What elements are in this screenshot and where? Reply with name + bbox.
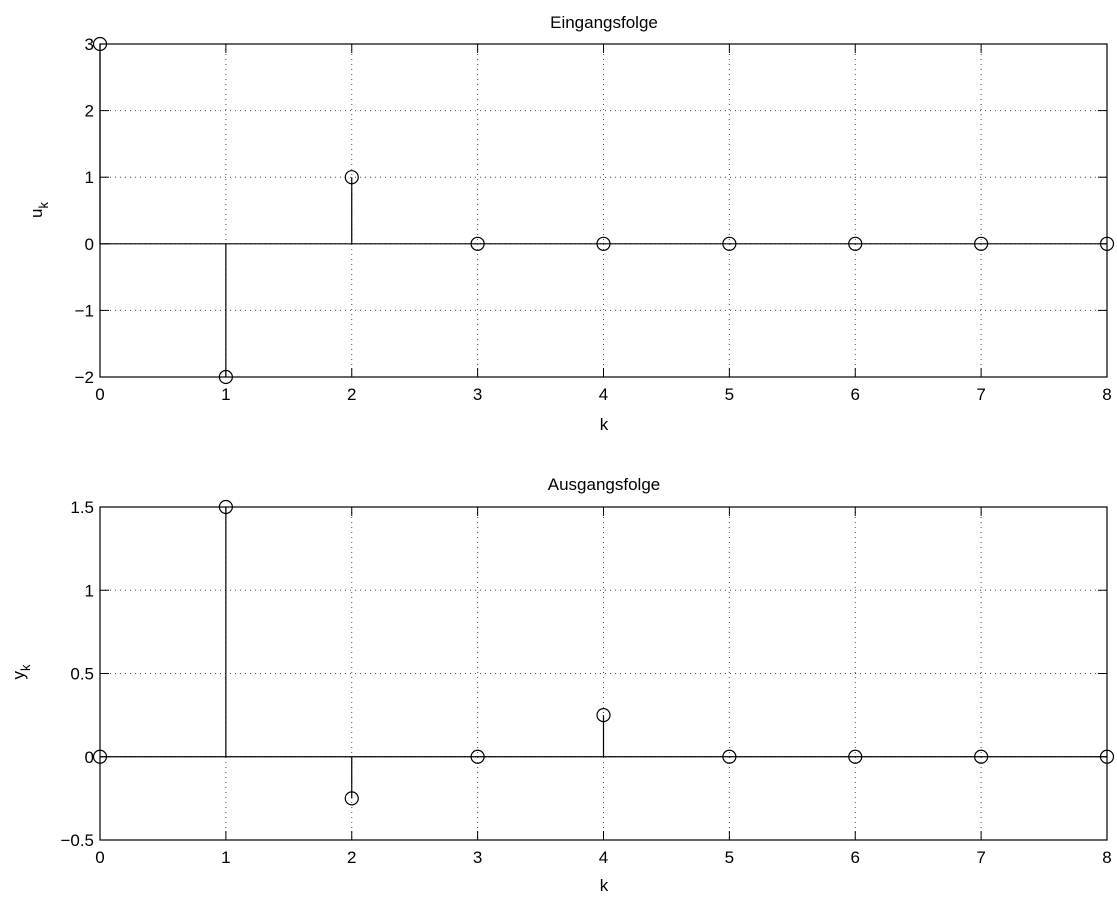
x-tick-label: 1 <box>221 385 230 404</box>
stem-marker <box>848 236 863 251</box>
stem-marker <box>218 369 233 385</box>
stem-marker <box>344 170 359 185</box>
y-axis-label-main: y <box>9 671 28 680</box>
stem-marker <box>92 749 108 764</box>
stem-marker <box>344 791 359 806</box>
y-tick-label: 1 <box>85 168 94 187</box>
x-tick-label: 0 <box>95 385 104 404</box>
x-tick-label: 5 <box>725 385 734 404</box>
y-axis-label: yk <box>9 664 33 680</box>
x-tick-label: 6 <box>851 848 860 867</box>
stem-marker <box>596 708 611 723</box>
stem-marker <box>974 749 989 764</box>
x-tick-label: 8 <box>1102 848 1111 867</box>
y-tick-label: −2 <box>75 368 94 387</box>
x-tick-label: 2 <box>347 385 356 404</box>
x-tick-label: 1 <box>221 848 230 867</box>
stem-marker <box>470 236 485 251</box>
x-axis-label: k <box>600 876 609 895</box>
y-tick-label: 2 <box>85 102 94 121</box>
stem-marker <box>848 749 863 764</box>
y-tick-label: 0 <box>85 748 94 767</box>
y-tick-label: 3 <box>85 35 94 54</box>
x-tick-label: 3 <box>473 385 482 404</box>
x-tick-label: 7 <box>976 385 985 404</box>
stem-marker <box>1099 236 1115 251</box>
x-tick-label: 3 <box>473 848 482 867</box>
x-tick-label: 2 <box>347 848 356 867</box>
x-tick-label: 7 <box>976 848 985 867</box>
y-axis-label-sub: k <box>18 664 33 671</box>
y-tick-label: 0.5 <box>70 665 94 684</box>
stem-marker <box>1099 749 1115 764</box>
x-axis-label: k <box>600 415 609 434</box>
x-tick-label: 4 <box>599 848 608 867</box>
y-tick-label: 1.5 <box>70 498 94 517</box>
y-tick-label: 1 <box>85 581 94 600</box>
y-axis-label: uk <box>27 202 51 218</box>
plot-area-frame <box>99 43 1108 378</box>
y-tick-label: −0.5 <box>60 831 94 850</box>
x-tick-label: 0 <box>95 848 104 867</box>
x-tick-label: 8 <box>1102 385 1111 404</box>
chart-panel-output: Ausgangsfolge k yk 0 1 2 3 4 5 6 7 8−0.500.511.5 <box>9 475 1115 895</box>
y-axis-label-sub: k <box>36 202 51 209</box>
x-tick-label: 5 <box>725 848 734 867</box>
chart-title: Eingangsfolge <box>550 13 658 32</box>
x-tick-label: 6 <box>851 385 860 404</box>
y-axis-label-main: u <box>27 209 46 218</box>
stem-marker <box>470 749 485 764</box>
y-tick-label: 0 <box>85 235 94 254</box>
stem-marker <box>218 499 233 515</box>
stem-marker <box>92 36 108 52</box>
x-tick-label: 4 <box>599 385 608 404</box>
stem-marker <box>596 236 611 251</box>
stem-marker <box>722 749 737 764</box>
y-tick-label: −1 <box>75 301 94 320</box>
chart-title: Ausgangsfolge <box>548 475 660 494</box>
stem-marker <box>722 236 737 251</box>
stem-marker <box>974 236 989 251</box>
